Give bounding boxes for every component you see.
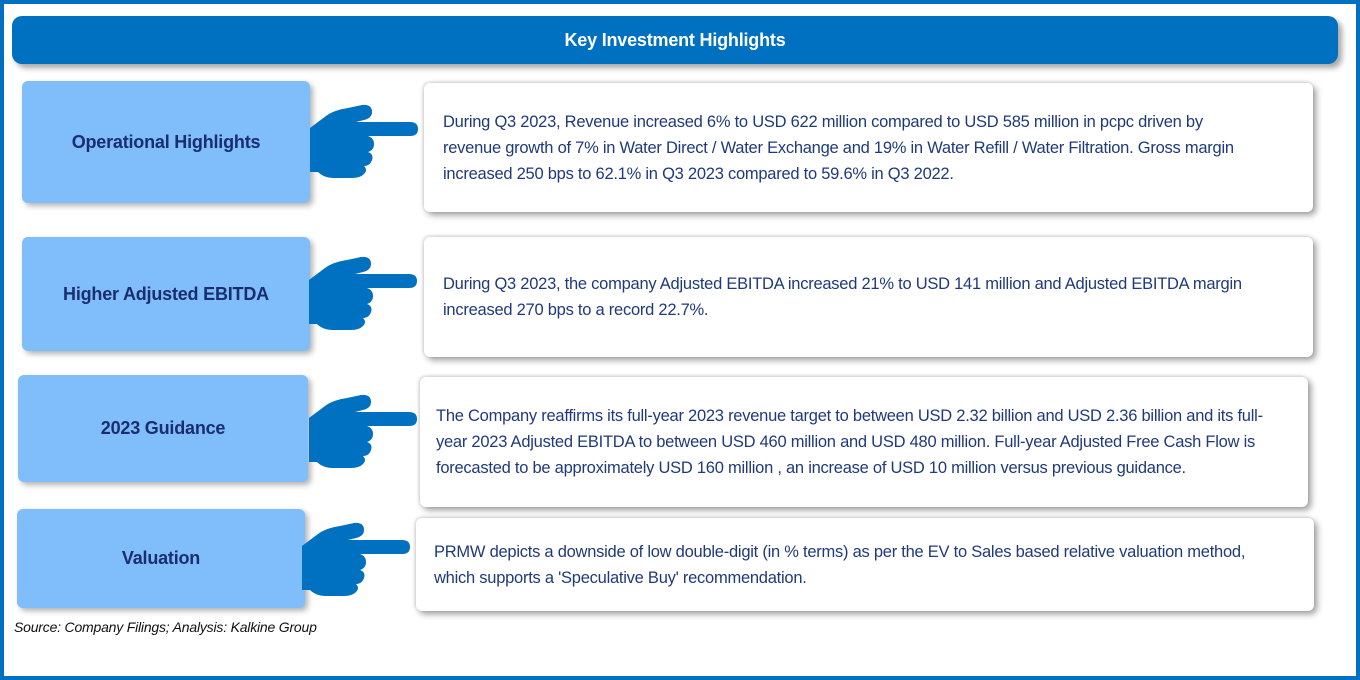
pointing-hand-icon: [302, 522, 410, 596]
row-label: 2023 Guidance: [100, 418, 226, 438]
source-note: Source: Company Filings; Analysis: Kalki…: [14, 619, 317, 635]
label-valuation: Valuation: [17, 509, 305, 608]
pointing-hand-icon: [309, 256, 417, 330]
text-box-higher-adjusted-ebitda: During Q3 2023, the company Adjusted EBI…: [424, 237, 1313, 357]
row-label: Valuation: [121, 548, 201, 568]
row-description: The Company reaffirms its full-year 2023…: [436, 407, 1263, 477]
pointing-hand-icon: [309, 394, 417, 468]
label-operational-highlights: Operational Highlights: [22, 81, 310, 203]
text-box-valuation: PRMW depicts a downside of low double-di…: [416, 518, 1314, 611]
row-label: Higher Adjusted EBITDA: [63, 283, 269, 304]
page-title: Key Investment Highlights: [564, 29, 786, 50]
text-box-operational-highlights: During Q3 2023, Revenue increased 6% to …: [424, 83, 1313, 212]
label-higher-adjusted-ebitda: Higher Adjusted EBITDA: [22, 237, 310, 351]
pointing-hand-icon: [310, 104, 418, 178]
row-label: Operational Highlights: [71, 131, 261, 152]
row-description: During Q3 2023, the company Adjusted EBI…: [443, 275, 1242, 319]
text-box-2023-guidance: The Company reaffirms its full-year 2023…: [420, 377, 1308, 507]
row-description: PRMW depicts a downside of low double-di…: [434, 542, 1246, 587]
header-bar: Key Investment Highlights: [12, 16, 1338, 64]
row-description: During Q3 2023, Revenue increased 6% to …: [443, 112, 1234, 183]
label-2023-guidance: 2023 Guidance: [18, 375, 308, 482]
